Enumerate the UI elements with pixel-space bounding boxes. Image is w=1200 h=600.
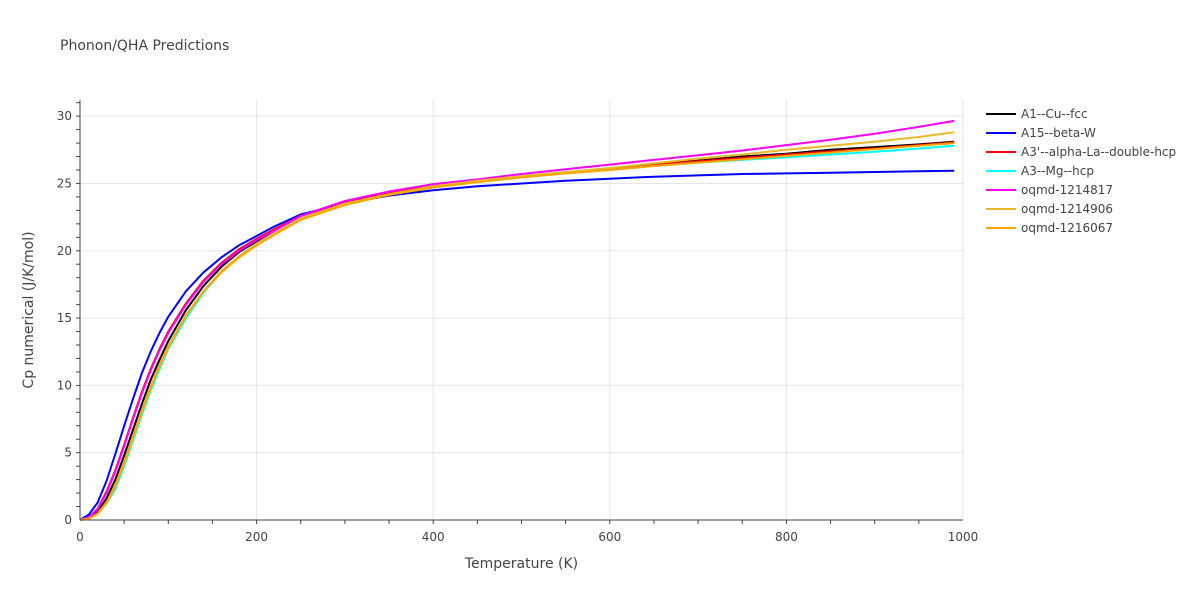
series-lines	[79, 119, 955, 521]
x-axis-ticks: 0 200 400 600 800 1000	[76, 520, 978, 544]
series-line-6	[79, 142, 955, 521]
legend-label: oqmd-1214906	[1021, 202, 1113, 216]
x-tick-label: 600	[598, 530, 621, 544]
legend-item[interactable]: A15--beta-W	[986, 126, 1096, 140]
y-tick-label: 0	[64, 513, 72, 527]
series-line-4	[79, 119, 955, 521]
x-tick-label: 400	[422, 530, 445, 544]
legend-label: oqmd-1214817	[1021, 183, 1113, 197]
y-tick-label: 10	[57, 378, 72, 392]
x-tick-label: 800	[775, 530, 798, 544]
legend-item[interactable]: oqmd-1216067	[986, 221, 1113, 235]
y-tick-label: 25	[57, 176, 72, 190]
legend-label: A15--beta-W	[1021, 126, 1096, 140]
x-axis-title: Temperature (K)	[464, 556, 578, 572]
legend-label: A3--Mg--hcp	[1021, 164, 1094, 178]
legend-item[interactable]: oqmd-1214817	[986, 183, 1113, 197]
y-axis-title: Cp numerical (J/K/mol)	[21, 231, 37, 388]
series-line-1	[79, 169, 955, 521]
y-axis-ticks: 0 5 10 15 20 25 30	[57, 102, 80, 527]
legend-label: oqmd-1216067	[1021, 221, 1113, 235]
chart-title: Phonon/QHA Predictions	[60, 38, 229, 54]
y-tick-label: 15	[57, 311, 72, 325]
x-tick-label: 0	[76, 530, 84, 544]
legend-item[interactable]: A3'--alpha-La--double-hcp	[986, 145, 1176, 159]
y-tick-label: 5	[64, 446, 72, 460]
y-tick-label: 20	[57, 244, 72, 258]
legend-label: A3'--alpha-La--double-hcp	[1021, 145, 1176, 159]
legend-label: A1--Cu--fcc	[1021, 107, 1088, 121]
y-tick-label: 30	[57, 109, 72, 123]
legend: A1--Cu--fcc A15--beta-W A3'--alpha-La--dou…	[986, 107, 1176, 235]
legend-item[interactable]: oqmd-1214906	[986, 202, 1113, 216]
x-tick-label: 1000	[948, 530, 979, 544]
legend-item[interactable]: A3--Mg--hcp	[986, 164, 1094, 178]
x-tick-label: 200	[245, 530, 268, 544]
legend-item[interactable]: A1--Cu--fcc	[986, 107, 1088, 121]
